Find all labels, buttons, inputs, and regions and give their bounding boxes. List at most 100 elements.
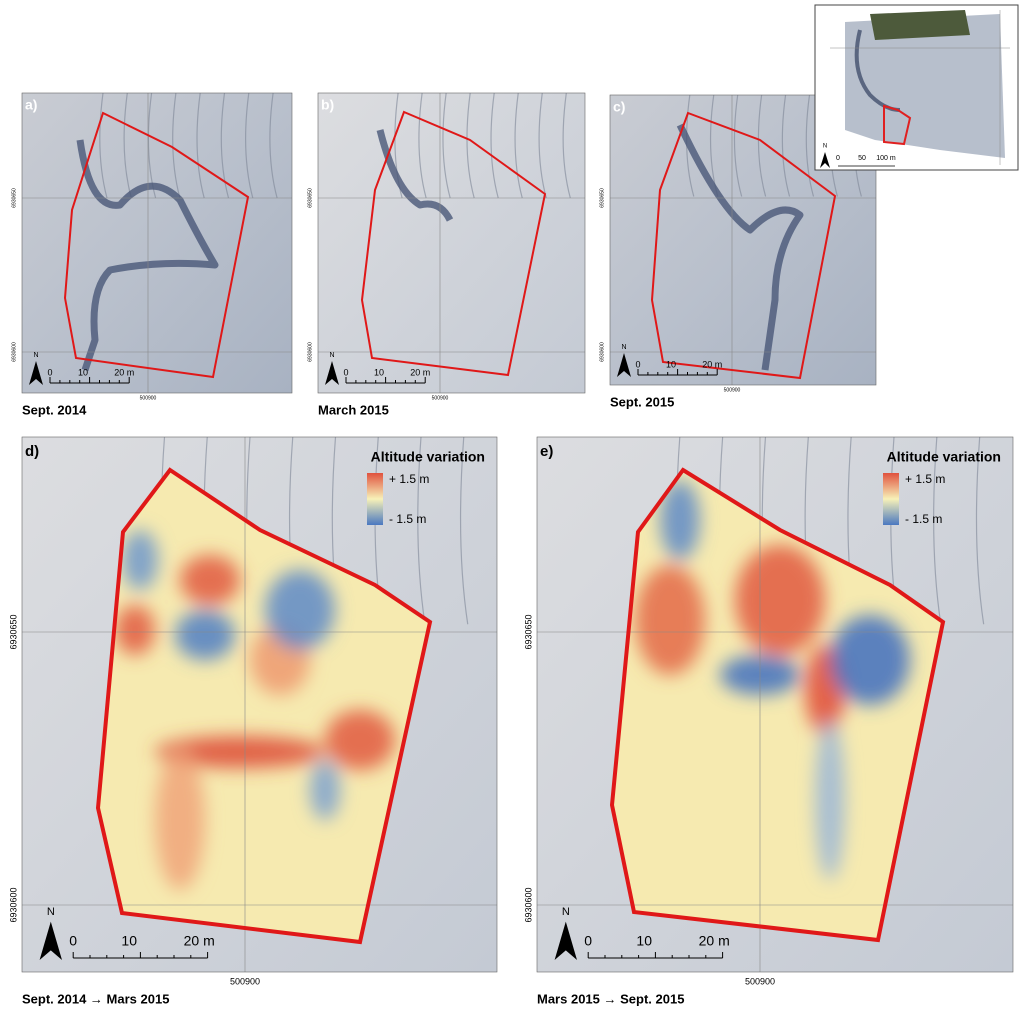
study-area [650, 111, 837, 380]
scale-label: 20 m [184, 933, 215, 949]
scale-label: 10 [374, 367, 384, 377]
legend-high: + 1.5 m [389, 472, 429, 486]
north-arrow [617, 353, 631, 377]
y-coordinate: 6930650 [307, 188, 313, 208]
legend-low: - 1.5 m [905, 512, 942, 526]
crevasse [490, 92, 499, 199]
frame [317, 92, 586, 394]
north-label: N [33, 352, 38, 359]
caption: March 2015 [318, 402, 389, 417]
channel [376, 129, 454, 222]
scale-label: 0 [343, 367, 348, 377]
scale-label: 20 m [114, 367, 134, 377]
study-area [609, 467, 946, 943]
scale-label: 0 [584, 933, 592, 949]
field-blob [310, 760, 340, 820]
y-coordinate: 6930600 [8, 887, 18, 922]
x-coordinate: 500900 [140, 395, 157, 401]
field-blob [180, 555, 240, 605]
panel-label: c) [613, 99, 625, 115]
study-area [95, 467, 433, 945]
panel-label: a) [25, 97, 37, 113]
frame [21, 436, 498, 973]
legend-ramp [883, 473, 899, 525]
panel-label: e) [540, 443, 553, 460]
crevasse [442, 92, 451, 199]
field-blob [325, 710, 395, 770]
field-blob [830, 615, 910, 705]
crevasse [172, 92, 181, 199]
crevasse [466, 92, 475, 199]
x-coordinate: 500900 [432, 395, 449, 401]
north-label: N [562, 906, 570, 918]
crevasse [418, 92, 427, 199]
legend-title: Altitude variation [371, 449, 485, 465]
y-coordinate: 6930650 [11, 188, 17, 208]
north-arrow [325, 361, 339, 385]
crevasse [99, 92, 108, 199]
channel [76, 139, 219, 372]
field-blob [155, 750, 205, 890]
y-coordinate: 6930600 [307, 342, 313, 362]
crevasse [245, 92, 254, 199]
north-label: N [329, 352, 334, 359]
legend-title: Altitude variation [887, 449, 1001, 465]
field-blob [265, 570, 335, 650]
caption: Mars 2015 → Sept. 2015 [537, 991, 684, 1006]
y-coordinate: 6930600 [599, 342, 605, 362]
map-image [318, 93, 585, 393]
scale-label: 10 [636, 933, 652, 949]
north-label: N [47, 906, 55, 918]
scale-label: 0 [69, 933, 77, 949]
field-blob [122, 530, 158, 590]
field-blob [815, 720, 845, 880]
crevasse [220, 92, 230, 199]
scale-label: 10 [78, 367, 88, 377]
crevasse [123, 92, 132, 199]
crevasse [562, 92, 571, 199]
caption: Sept. 2014 → Mars 2015 [22, 991, 169, 1006]
frame [609, 94, 877, 386]
field-blob [155, 736, 325, 768]
panel-label: b) [321, 97, 334, 113]
north-arrow [820, 152, 830, 168]
crevasse [196, 92, 205, 199]
legend-low: - 1.5 m [389, 512, 426, 526]
scale-label: 20 m [702, 359, 722, 369]
north-label: N [621, 344, 626, 351]
frame [21, 92, 293, 394]
crevasse [975, 436, 985, 625]
crevasse [757, 94, 767, 197]
crevasse [933, 436, 942, 625]
study-area [63, 111, 250, 379]
field-blob [660, 480, 700, 560]
scale-label: 20 m [699, 933, 730, 949]
altitude-variation-field [612, 470, 943, 940]
channel [676, 123, 804, 371]
field-blob [175, 610, 235, 660]
caption: Sept. 2015 [610, 394, 674, 409]
field-blob [635, 565, 705, 675]
study-area [360, 110, 547, 377]
field-blobs [115, 530, 395, 890]
y-coordinate: 6930600 [523, 887, 533, 922]
crevasse [514, 92, 523, 199]
north-arrow [39, 921, 62, 960]
field-blob [115, 605, 155, 655]
scale-label: 20 m [410, 367, 430, 377]
north-arrow [554, 921, 577, 960]
scale-label: 100 m [876, 155, 896, 162]
x-coordinate: 500900 [745, 976, 775, 986]
inset-map [814, 4, 1019, 171]
legend-high: + 1.5 m [905, 472, 945, 486]
scale-label: 0 [47, 367, 52, 377]
north-label: N [823, 144, 827, 150]
y-coordinate: 6930600 [11, 342, 17, 362]
crevasse [538, 92, 547, 199]
field-blob [735, 545, 825, 655]
scale-label: 50 [858, 155, 866, 162]
field-blobs [635, 480, 910, 880]
scale-label: 10 [666, 359, 676, 369]
crevasse [686, 94, 695, 197]
